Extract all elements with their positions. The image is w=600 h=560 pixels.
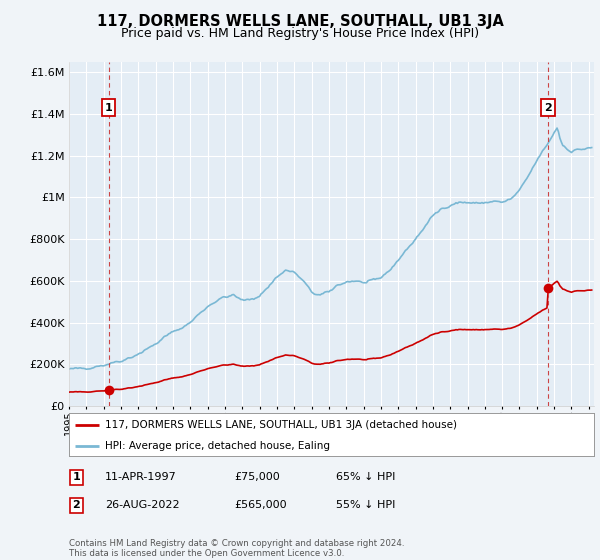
Text: Contains HM Land Registry data © Crown copyright and database right 2024.
This d: Contains HM Land Registry data © Crown c… bbox=[69, 539, 404, 558]
Text: 117, DORMERS WELLS LANE, SOUTHALL, UB1 3JA: 117, DORMERS WELLS LANE, SOUTHALL, UB1 3… bbox=[97, 14, 503, 29]
Text: 2: 2 bbox=[544, 102, 552, 113]
Text: 1: 1 bbox=[73, 472, 80, 482]
Text: 1: 1 bbox=[104, 102, 112, 113]
Text: HPI: Average price, detached house, Ealing: HPI: Average price, detached house, Eali… bbox=[105, 441, 330, 451]
Text: 117, DORMERS WELLS LANE, SOUTHALL, UB1 3JA (detached house): 117, DORMERS WELLS LANE, SOUTHALL, UB1 3… bbox=[105, 419, 457, 430]
Text: 55% ↓ HPI: 55% ↓ HPI bbox=[336, 500, 395, 510]
Text: £75,000: £75,000 bbox=[234, 472, 280, 482]
Text: 2: 2 bbox=[73, 500, 80, 510]
Text: 26-AUG-2022: 26-AUG-2022 bbox=[105, 500, 179, 510]
Text: £565,000: £565,000 bbox=[234, 500, 287, 510]
Text: 11-APR-1997: 11-APR-1997 bbox=[105, 472, 177, 482]
Text: Price paid vs. HM Land Registry's House Price Index (HPI): Price paid vs. HM Land Registry's House … bbox=[121, 27, 479, 40]
Text: 65% ↓ HPI: 65% ↓ HPI bbox=[336, 472, 395, 482]
